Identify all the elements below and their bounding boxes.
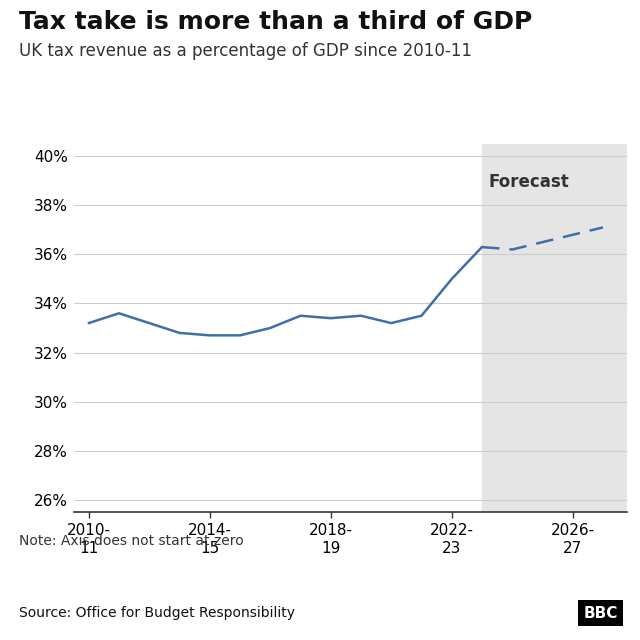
Text: Forecast: Forecast [488, 173, 569, 191]
Text: Source: Office for Budget Responsibility: Source: Office for Budget Responsibility [19, 606, 295, 620]
Text: Note: Axis does not start at zero: Note: Axis does not start at zero [19, 534, 244, 548]
Text: BBC: BBC [583, 605, 618, 621]
Bar [482, 144, 640, 512]
Text: UK tax revenue as a percentage of GDP since 2010-11: UK tax revenue as a percentage of GDP si… [19, 42, 472, 60]
Text: Tax take is more than a third of GDP: Tax take is more than a third of GDP [19, 10, 532, 33]
